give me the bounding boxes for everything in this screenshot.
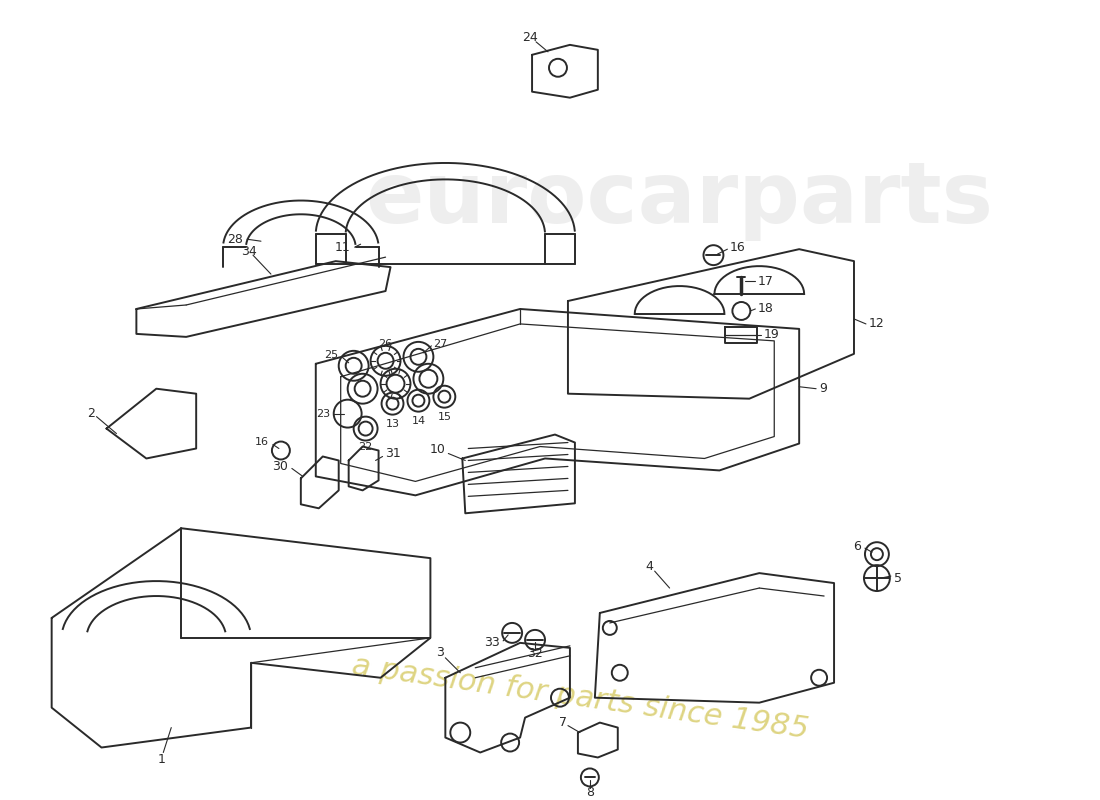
Text: 26: 26 xyxy=(378,339,393,349)
Text: 11: 11 xyxy=(334,241,351,254)
Text: 14: 14 xyxy=(411,416,426,426)
Text: 16: 16 xyxy=(255,437,268,446)
Text: 24: 24 xyxy=(522,31,538,44)
Text: 2: 2 xyxy=(88,407,96,420)
Text: 13: 13 xyxy=(385,418,399,429)
Text: 3: 3 xyxy=(437,646,444,659)
Text: 22: 22 xyxy=(359,442,373,451)
Text: 6: 6 xyxy=(854,540,861,553)
Text: 34: 34 xyxy=(241,245,257,258)
Text: 31: 31 xyxy=(385,447,402,460)
Text: 28: 28 xyxy=(227,233,243,246)
Text: 15: 15 xyxy=(438,412,451,422)
Text: 33: 33 xyxy=(484,636,500,650)
Text: a passion for parts since 1985: a passion for parts since 1985 xyxy=(350,651,811,744)
Text: 19: 19 xyxy=(763,328,779,342)
Text: 12: 12 xyxy=(869,318,884,330)
Text: 25: 25 xyxy=(324,350,339,360)
Text: 18: 18 xyxy=(757,302,773,315)
Text: 27: 27 xyxy=(433,339,448,349)
Text: 5: 5 xyxy=(894,571,902,585)
Text: 4: 4 xyxy=(646,560,653,573)
Text: 9: 9 xyxy=(820,382,827,395)
Text: 10: 10 xyxy=(429,443,446,456)
Text: 23: 23 xyxy=(317,409,331,418)
Text: 30: 30 xyxy=(272,460,288,473)
Text: 16: 16 xyxy=(729,241,745,254)
Text: eurocarparts: eurocarparts xyxy=(365,158,993,241)
Text: 8: 8 xyxy=(586,786,594,799)
Text: 7: 7 xyxy=(559,716,566,729)
Text: 17: 17 xyxy=(757,274,773,287)
Text: 32: 32 xyxy=(527,647,543,660)
Text: 1: 1 xyxy=(157,753,165,766)
